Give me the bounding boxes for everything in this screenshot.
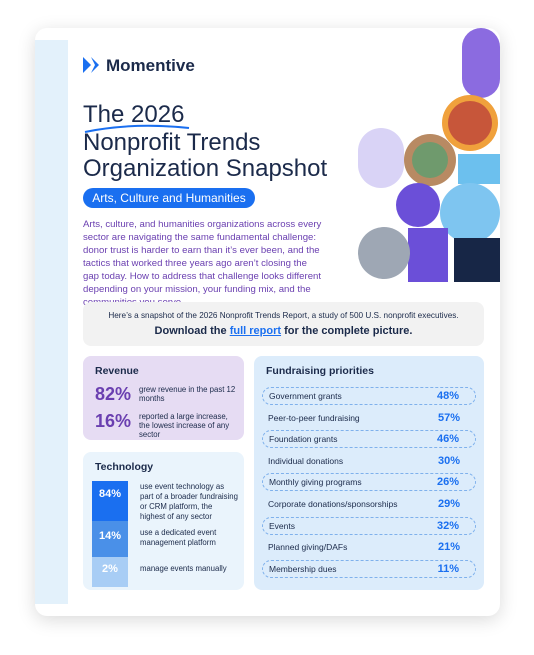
title-underline bbox=[84, 124, 190, 133]
download-line: Download the full report for the complet… bbox=[83, 325, 484, 337]
priority-value: 29% bbox=[437, 498, 460, 510]
priority-row: Peer-to-peer fundraising 57% bbox=[262, 409, 476, 427]
priority-row: Foundation grants 46% bbox=[262, 430, 476, 449]
priority-label: Foundation grants bbox=[269, 434, 338, 445]
title-line: Organization Snapshot bbox=[83, 155, 328, 182]
download-text: for the complete picture. bbox=[284, 325, 413, 337]
priority-row: Membership dues 11% bbox=[262, 559, 476, 578]
snapshot-text: Here’s a snapshot of the 2026 Nonprofit … bbox=[108, 311, 459, 320]
hero-graphic bbox=[358, 28, 500, 282]
side-strip bbox=[35, 40, 68, 604]
stat-text: reported a large increase, the lowest in… bbox=[139, 412, 230, 439]
priority-row: Individual donations 30% bbox=[262, 452, 476, 470]
priority-label: Membership dues bbox=[269, 563, 337, 574]
logo: Momentive bbox=[106, 56, 195, 75]
priority-value: 46% bbox=[436, 433, 459, 446]
stat-text: manage events manually bbox=[140, 564, 227, 573]
priority-label: Government grants bbox=[269, 391, 342, 401]
logo-icon bbox=[83, 57, 99, 73]
download-text: Download the bbox=[154, 325, 227, 337]
section-title: Fundraising priorities bbox=[266, 365, 374, 377]
priority-value: 48% bbox=[436, 390, 459, 402]
priority-value: 21% bbox=[437, 541, 460, 554]
section-title: Revenue bbox=[95, 365, 139, 377]
stat-text: use a dedicated event management platfor… bbox=[140, 528, 217, 547]
priority-label: Planned giving/DAFs bbox=[268, 542, 348, 553]
priority-label: Events bbox=[269, 520, 295, 531]
priority-row: Planned giving/DAFs 21% bbox=[262, 538, 476, 556]
priority-row: Events 32% bbox=[262, 516, 476, 535]
tech-segment: 84% bbox=[92, 481, 128, 521]
title-line: The 2026 bbox=[83, 101, 185, 128]
priority-label: Peer-to-peer fundraising bbox=[268, 412, 360, 423]
priority-row: Monthly giving programs 26% bbox=[262, 473, 476, 492]
section-title: Technology bbox=[95, 461, 154, 473]
stat: 82% bbox=[95, 384, 132, 404]
stat: 16% bbox=[95, 411, 132, 431]
full-report-link[interactable]: full report bbox=[229, 325, 282, 337]
tag-pill: Arts, Culture and Humanities bbox=[83, 188, 255, 208]
priority-value: 57% bbox=[437, 411, 460, 424]
technology-box: Technology 84% 14% 2% use event technolo… bbox=[83, 452, 244, 590]
title-line: Nonprofit Trends bbox=[83, 129, 261, 156]
priority-value: 11% bbox=[437, 562, 459, 575]
intro: Arts, culture, and humanities organizati… bbox=[83, 219, 322, 308]
tech-segment: 14% bbox=[92, 521, 128, 557]
priority-row: Government grants 48% bbox=[262, 387, 476, 405]
fundraising-box: Fundraising priorities bbox=[254, 356, 484, 590]
priority-label: Monthly giving programs bbox=[269, 477, 362, 488]
priority-row: Corporate donations/sponsorships 29% bbox=[262, 495, 476, 513]
snapshot-box: Here’s a snapshot of the 2026 Nonprofit … bbox=[83, 302, 484, 346]
stat-text: use event technology as part of a broade… bbox=[140, 482, 238, 521]
priority-value: 26% bbox=[436, 476, 459, 489]
priority-value: 32% bbox=[436, 519, 459, 532]
priority-label: Corporate donations/sponsorships bbox=[268, 499, 398, 509]
priority-value: 30% bbox=[437, 454, 460, 467]
revenue-box: Revenue 82% grew revenue in the past 12 … bbox=[83, 356, 244, 440]
stat-text: grew revenue in the past 12 months bbox=[139, 385, 236, 403]
tech-segment: 2% bbox=[92, 557, 128, 587]
priority-label: Individual donations bbox=[268, 455, 344, 466]
